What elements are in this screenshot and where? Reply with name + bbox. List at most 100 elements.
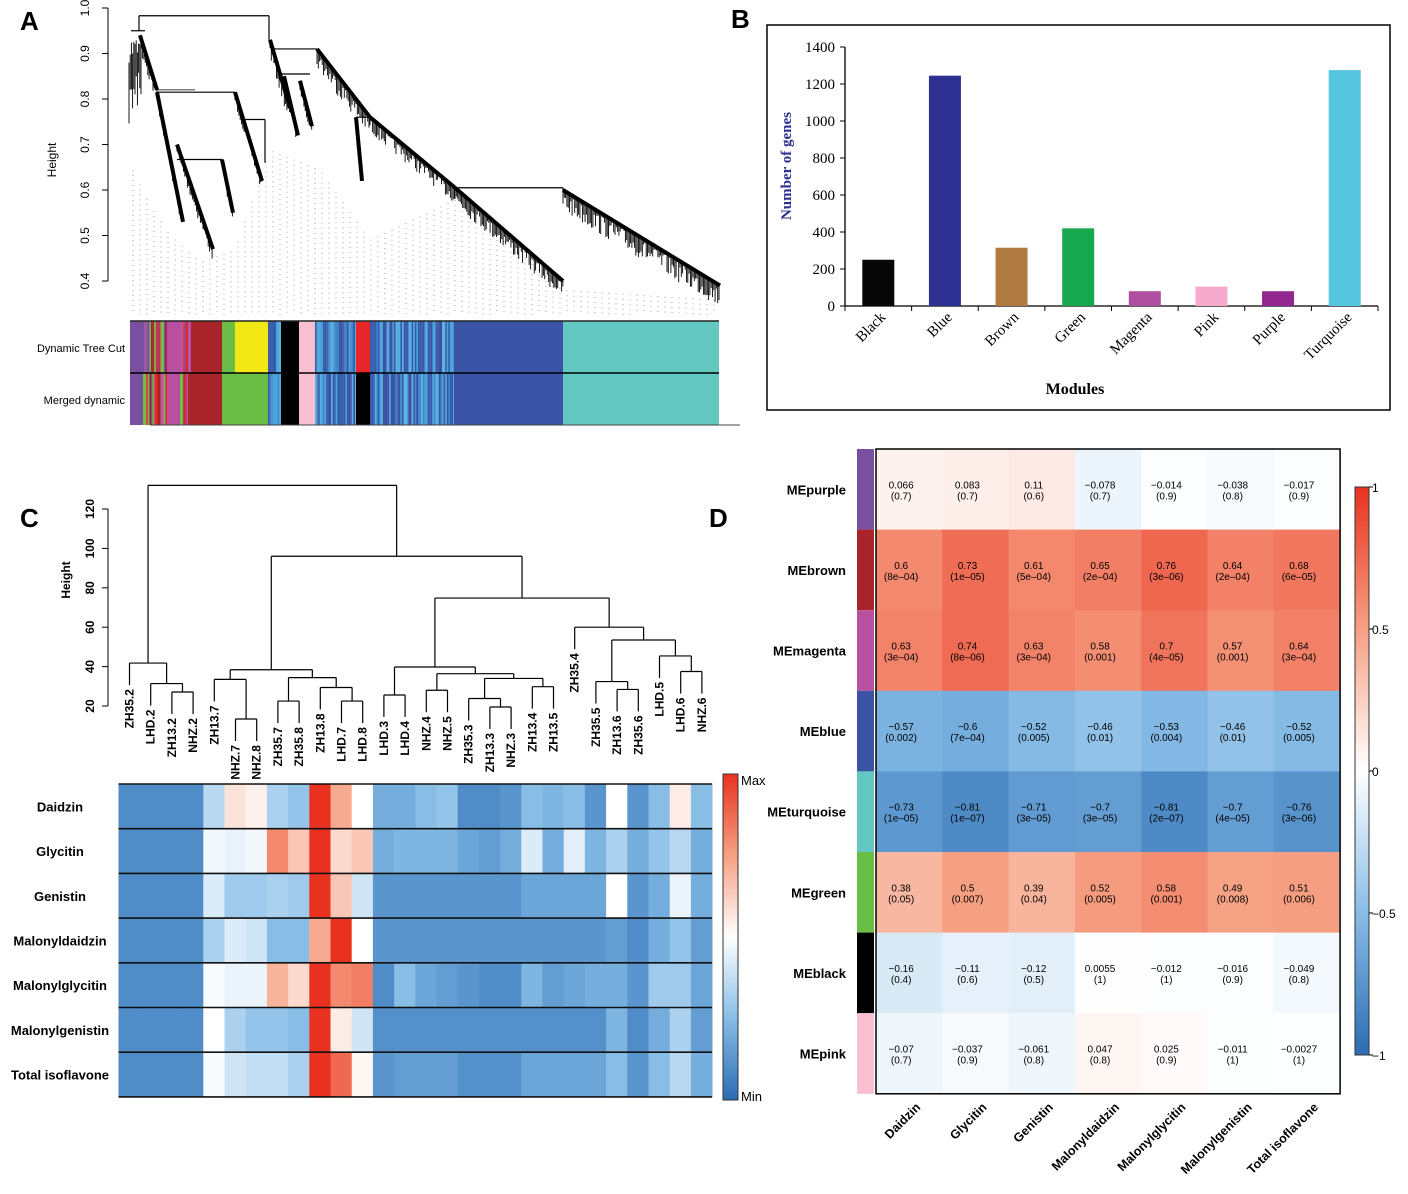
panel-b-y-tick-label: 1000 <box>805 114 835 130</box>
correlation-cell <box>1141 1013 1208 1095</box>
p-value: (0.04) <box>1021 894 1047 905</box>
dynamic-tree-cut-bar-segment <box>162 321 164 373</box>
merged-dynamic-bar-segment <box>167 373 180 425</box>
panel-c-heatmap-cell <box>394 873 416 919</box>
merged-dynamic-bar-segment <box>189 373 192 425</box>
merged-dynamic-bar-segment <box>416 373 419 425</box>
row-label-merged-dynamic: Merged dynamic <box>44 395 126 407</box>
dynamic-tree-cut-bar-segment <box>268 321 270 373</box>
panel-c-heatmap-cell <box>245 1007 268 1053</box>
panel-c-heatmap-cell <box>203 828 225 874</box>
correlation-cell <box>1141 610 1208 692</box>
correlation-cell <box>1207 610 1275 692</box>
dynamic-tree-cut-bar-segment <box>351 321 354 373</box>
merged-dynamic-bar-segment <box>162 373 164 425</box>
merged-dynamic-bar-segment <box>332 373 335 425</box>
sample-leaf-label: LHD.2 <box>144 709 158 744</box>
module-color-strip-meblack <box>857 932 874 1014</box>
panel-c-heatmap-cell <box>648 784 671 829</box>
panel-c-heatmap-cell <box>288 918 310 963</box>
p-value: (0.5) <box>1023 975 1044 986</box>
panel-c-heatmap-cell <box>457 962 480 1008</box>
panel-c-heatmap-cell <box>372 962 395 1008</box>
panel-c-heatmap-cell <box>478 828 501 874</box>
panel-c-heatmap-cell <box>478 784 501 829</box>
correlation-cell <box>1074 690 1142 772</box>
merged-dynamic-bar-segment <box>392 373 395 425</box>
panel-c-heatmap-cell <box>669 1052 692 1097</box>
panel-c-heatmap-cell <box>139 1007 162 1053</box>
dynamic-tree-cut-bar-segment <box>339 321 341 373</box>
dynamic-tree-cut-bar-segment <box>167 321 180 373</box>
dynamic-tree-cut-bar-segment <box>427 321 430 373</box>
panel-c-heatmap-cell <box>457 1052 480 1097</box>
dynamic-tree-cut-bar-segment <box>386 321 388 373</box>
panel-b-category-label: Green <box>1052 309 1090 347</box>
merged-dynamic-bar-segment <box>324 373 327 425</box>
panel-c-heatmap-cell <box>288 873 310 919</box>
panel-c-heatmap-cell <box>500 873 522 919</box>
panel-c-heatmap-cell <box>245 1052 268 1097</box>
merged-dynamic-bar-segment <box>191 373 222 425</box>
dynamic-tree-cut-bar-segment <box>159 321 161 373</box>
p-value: (0.001) <box>1151 894 1183 905</box>
dynamic-tree-cut-bar-segment <box>319 321 322 373</box>
panel-d-row-label: MEblack <box>793 966 847 981</box>
correlation-value: 0.64 <box>1289 642 1309 653</box>
panel-c-row-label: Total isoflavone <box>11 1068 109 1083</box>
correlation-cell <box>1207 852 1275 933</box>
panel-c-heatmap-cell <box>648 918 671 963</box>
panel-d-row-label: MEpink <box>800 1047 847 1062</box>
panel-c-heatmap-cell <box>415 918 437 963</box>
merged-dynamic-bar-segment <box>563 373 719 425</box>
panel-c-heatmap-cell <box>500 962 522 1008</box>
panel-c-heatmap-cell <box>542 784 565 829</box>
correlation-cell <box>942 610 1009 692</box>
merged-dynamic-bar-segment <box>151 373 153 425</box>
merged-dynamic-bar-segment <box>402 373 404 425</box>
panel-c-heatmap-cell <box>606 962 628 1008</box>
merged-dynamic-bar-segment <box>395 373 398 425</box>
merged-dynamic-bar-segment <box>326 373 328 425</box>
correlation-value: 0.51 <box>1289 883 1309 894</box>
panel-c-heatmap-cell <box>669 962 692 1008</box>
dynamic-tree-cut-bar-segment <box>347 321 349 373</box>
merged-dynamic-bar-segment <box>437 373 439 425</box>
panel-c-row-label: Genistin <box>34 889 86 904</box>
panel-d-module-trait-heatmap: MEpurple 0.066(0.7)0.083(0.7)0.11(0.6)−0.… <box>767 448 1396 1177</box>
dynamic-tree-cut-bar-segment <box>443 321 446 373</box>
correlation-cell <box>1074 932 1142 1014</box>
merged-dynamic-bar-segment <box>342 373 344 425</box>
panel-c-heatmap-cell <box>351 918 374 963</box>
dynamic-tree-cut-bar-segment <box>315 321 317 373</box>
panel-c-heatmap-cell <box>118 962 141 1008</box>
correlation-cell <box>942 1013 1009 1095</box>
correlation-value: 0.047 <box>1088 1045 1113 1056</box>
panel-a-gene-dendrogram: Height Dynamic Tree Cut Merged dynamic 0… <box>37 0 740 426</box>
dynamic-tree-cut-bar-segment <box>389 321 391 373</box>
panel-c-heatmap-cell <box>288 1007 310 1053</box>
p-value: (2e–04) <box>1215 572 1249 583</box>
panel-c-heatmap-cell <box>457 1007 480 1053</box>
panel-c-heatmap-cell <box>330 873 353 919</box>
merged-dynamic-bar-segment <box>422 373 425 425</box>
panel-c-heatmap-cell <box>372 873 395 919</box>
dynamic-tree-cut-bar-segment <box>340 321 343 373</box>
panel-c-heatmap-cell <box>690 1052 713 1097</box>
dynamic-tree-cut-bar-segment <box>405 321 407 373</box>
dynamic-tree-cut-bar-segment <box>370 321 372 373</box>
sample-leaf-label: ZH13.2 <box>165 718 179 758</box>
merged-dynamic-bar-segment <box>405 373 407 425</box>
merged-dynamic-bar-segment <box>387 373 390 425</box>
panel-c-heatmap-cell <box>563 918 586 963</box>
panel-c-heatmap-cell <box>563 1052 586 1097</box>
panel-c-heatmap-cell <box>669 1007 692 1053</box>
p-value: (0.001) <box>1084 653 1116 664</box>
p-value: (1) <box>1293 1056 1305 1067</box>
p-value: (3e–04) <box>1282 653 1316 664</box>
panel-c-heatmap-cell <box>266 828 289 874</box>
dynamic-tree-cut-bar-segment <box>189 321 192 373</box>
merged-dynamic-bar-segment <box>343 373 346 425</box>
panel-c-heatmap-cell <box>224 784 247 829</box>
merged-dynamic-bar-segment <box>329 373 332 425</box>
